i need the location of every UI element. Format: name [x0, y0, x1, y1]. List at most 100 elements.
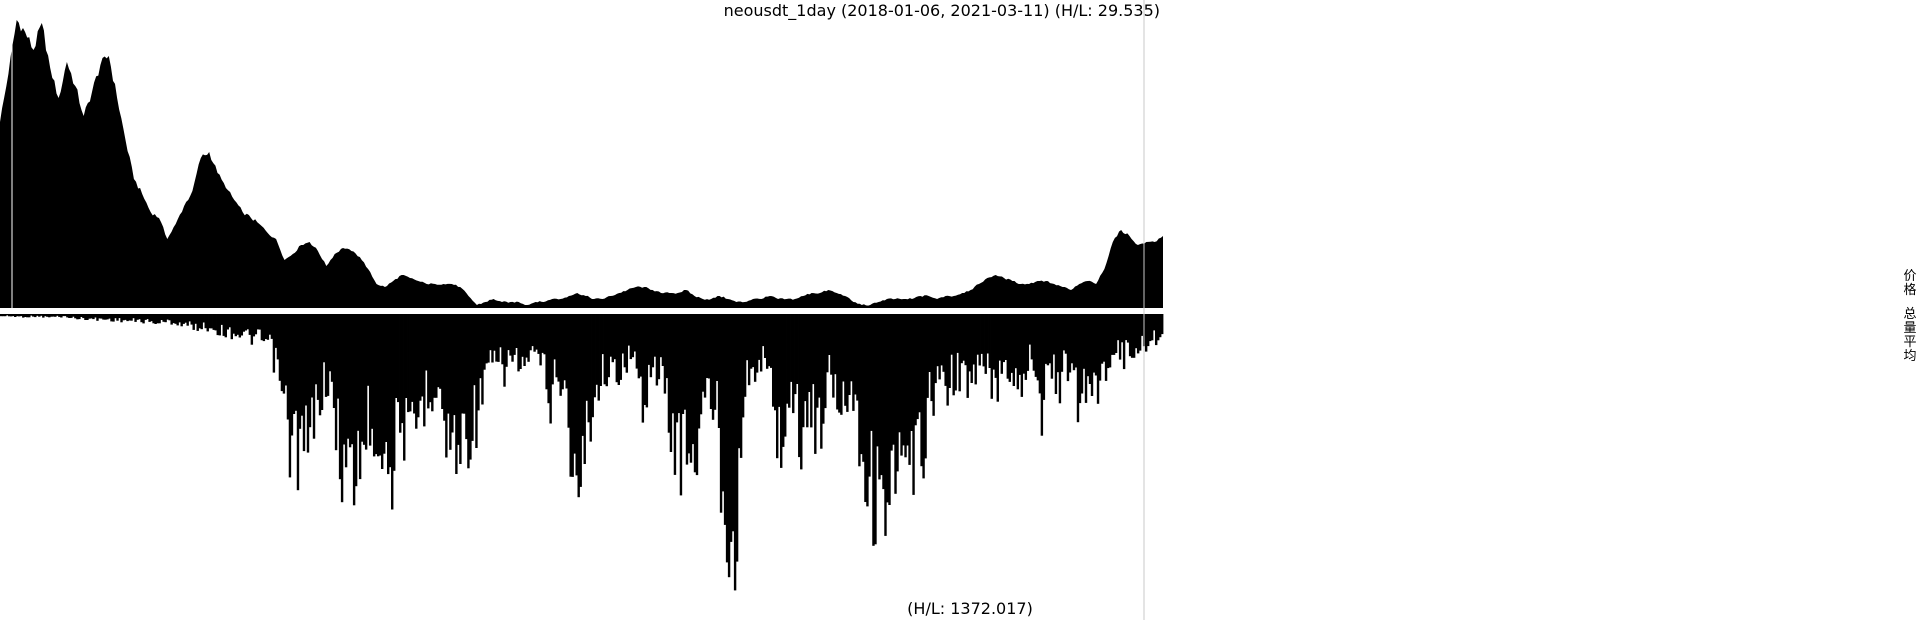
volume-bar — [495, 314, 498, 362]
volume-bar — [146, 314, 149, 320]
volume-bar — [824, 314, 827, 409]
volume-bar — [691, 314, 695, 445]
volume-bar — [982, 314, 985, 367]
volume-bar — [296, 314, 300, 491]
volume-bar — [58, 314, 61, 317]
volume-bar — [489, 314, 492, 351]
volume-bar — [625, 314, 629, 373]
volume-bar — [858, 314, 861, 467]
volume-bar — [597, 314, 600, 401]
volume-bar — [856, 314, 859, 401]
volume-bar — [421, 314, 424, 397]
volume-bar — [46, 314, 49, 317]
volume-bar — [1130, 314, 1134, 358]
volume-bar — [148, 314, 151, 322]
volume-bar — [80, 314, 83, 317]
volume-bar — [214, 314, 217, 331]
volume-bar — [804, 314, 807, 402]
volume-bar — [180, 314, 183, 327]
volume-bar — [906, 314, 909, 446]
volume-bar — [198, 314, 201, 329]
volume-bar — [591, 314, 594, 418]
volume-bar — [1014, 314, 1018, 369]
volume-bar — [92, 314, 95, 320]
volume-bar — [88, 314, 91, 319]
volume-bar — [561, 314, 564, 390]
volume-bar — [747, 314, 751, 386]
volume-bar — [988, 314, 991, 368]
volume-bar — [16, 314, 19, 317]
volume-bar — [102, 314, 105, 320]
volume-bar — [503, 314, 506, 387]
volume-bar — [577, 314, 580, 498]
chart-title: neousdt_1day (2018-01-06, 2021-03-11) (H… — [723, 1, 1160, 20]
volume-bar — [1148, 314, 1152, 342]
volume-bar — [439, 314, 442, 389]
volume-bar — [44, 314, 47, 317]
volume-bar — [1062, 314, 1066, 351]
volume-bar — [451, 314, 454, 433]
volume-bar — [172, 314, 175, 324]
volume-bar — [581, 314, 584, 436]
volume-bar — [1138, 314, 1142, 351]
volume-bar — [168, 314, 171, 321]
volume-bar — [900, 314, 903, 456]
volume-bar — [282, 314, 286, 394]
volume-bar — [834, 314, 837, 375]
volume-bar — [479, 314, 482, 379]
volume-bar — [814, 314, 817, 454]
volume-bar — [278, 314, 282, 381]
volume-bar — [280, 314, 284, 392]
volume-bar — [637, 314, 641, 379]
volume-bar — [178, 314, 181, 323]
volume-bar — [1098, 314, 1102, 381]
volume-bar — [563, 314, 566, 381]
volume-bar — [960, 314, 963, 364]
volume-bar — [30, 314, 33, 316]
volume-bar — [350, 314, 354, 445]
volume-bar — [922, 314, 925, 479]
volume-bar — [493, 314, 496, 351]
volume-bar — [950, 314, 953, 355]
volume-bar — [860, 314, 863, 455]
volume-bar — [537, 314, 540, 354]
volume-bar — [784, 314, 787, 437]
volume-bar — [1112, 314, 1116, 355]
volume-bar — [340, 314, 344, 503]
volume-hl-label: (H/L: 1372.017) — [907, 599, 1033, 618]
volume-bar — [292, 314, 296, 414]
volume-bar — [1140, 314, 1144, 336]
volume-bar — [152, 314, 155, 324]
volume-bar — [140, 314, 143, 323]
volume-bar — [372, 314, 376, 457]
volume-bar — [854, 314, 857, 395]
volume-bar — [1076, 314, 1080, 423]
volume-bar — [539, 314, 542, 366]
volume-bar — [589, 314, 592, 442]
volume-bar — [326, 314, 330, 396]
volume-bar — [1022, 314, 1026, 374]
volume-bar — [220, 314, 223, 325]
volume-bar — [735, 314, 739, 562]
volume-bar — [954, 314, 957, 391]
volume-bar — [832, 314, 835, 398]
volume-bar — [374, 314, 378, 455]
volume-bar — [725, 314, 729, 563]
volume-bar — [330, 314, 334, 382]
volume-bar — [723, 314, 727, 525]
volume-bar — [441, 314, 444, 409]
volume-bar — [707, 314, 711, 379]
volume-bar — [1088, 314, 1092, 384]
volume-bar — [417, 314, 420, 418]
volume-bar — [60, 314, 63, 318]
volume-bar — [878, 314, 881, 480]
volume-bar — [729, 314, 733, 542]
volume-bar — [936, 314, 939, 367]
volume-bar — [1004, 314, 1007, 360]
volume-bar — [358, 314, 362, 480]
volume-bar — [1136, 314, 1140, 354]
volume-bar — [617, 314, 620, 385]
volume-bar — [393, 314, 396, 471]
volume-bar — [1102, 314, 1106, 362]
volume-bar — [978, 314, 981, 366]
